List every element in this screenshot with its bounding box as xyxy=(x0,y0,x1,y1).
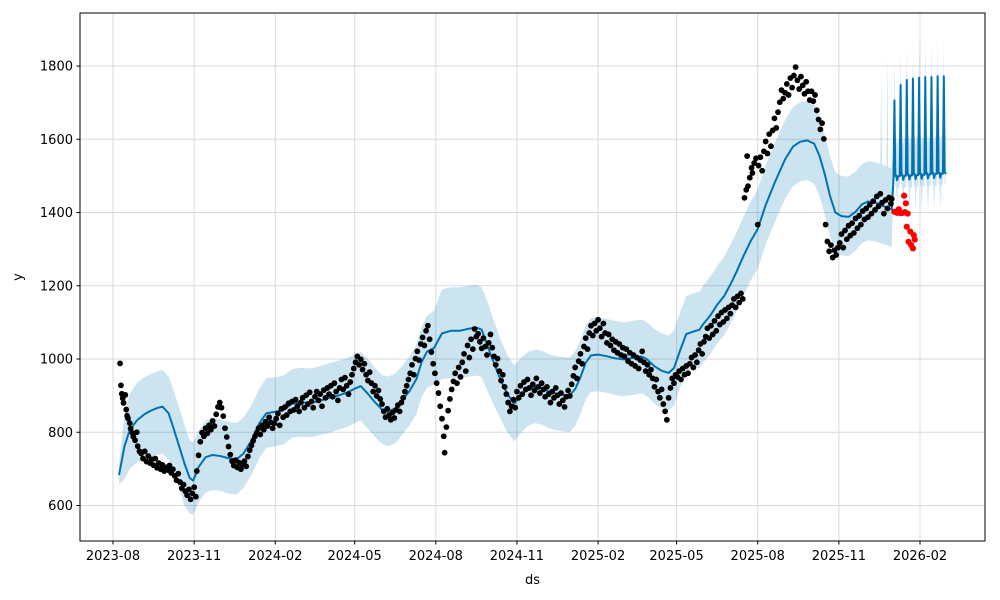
y-tick-label: 600 xyxy=(48,499,73,514)
uncertainty-band xyxy=(119,38,946,515)
x-axis: 2023-08 2023-11 2024-02 2024-05 2024-08 2024-… xyxy=(86,541,947,564)
x-axis-label: ds xyxy=(525,573,540,588)
actual-points xyxy=(117,64,895,503)
y-axis: 600 800 1000 1200 1400 1600 1800 xyxy=(40,60,80,514)
x-tick-label: 2025-05 xyxy=(649,549,703,564)
x-tick-label: 2024-02 xyxy=(248,549,302,564)
x-tick-label: 2025-11 xyxy=(812,549,866,564)
x-tick-label: 2025-02 xyxy=(571,549,625,564)
y-tick-label: 1400 xyxy=(40,206,73,221)
gridlines xyxy=(80,13,985,541)
anomaly-points xyxy=(891,192,918,252)
x-tick-label: 2023-08 xyxy=(86,549,140,564)
y-tick-label: 1200 xyxy=(40,279,73,294)
x-tick-label: 2024-05 xyxy=(327,549,381,564)
plot-frame xyxy=(79,12,986,542)
y-tick-label: 1000 xyxy=(40,353,73,368)
y-axis-label: y xyxy=(11,273,26,281)
x-tick-label: 2024-08 xyxy=(409,549,463,564)
x-tick-label: 2026-02 xyxy=(893,549,947,564)
y-tick-label: 1800 xyxy=(40,60,73,75)
y-tick-label: 1600 xyxy=(40,133,73,148)
x-tick-label: 2023-11 xyxy=(167,549,221,564)
x-tick-label: 2024-11 xyxy=(490,549,544,564)
y-tick-label: 800 xyxy=(48,426,73,441)
x-tick-label: 2025-08 xyxy=(731,549,785,564)
